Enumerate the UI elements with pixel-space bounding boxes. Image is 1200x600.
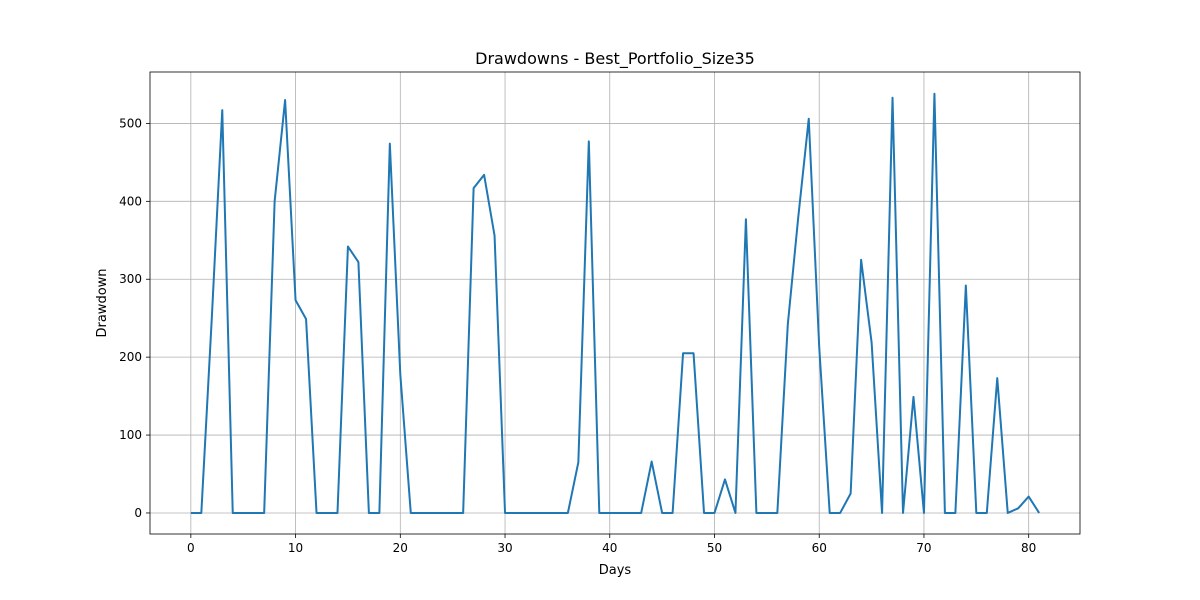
x-tick-label: 10	[288, 541, 303, 555]
x-tick-label: 50	[707, 541, 722, 555]
y-tick-label: 500	[119, 116, 142, 130]
y-axis-label: Drawdown	[95, 268, 110, 337]
x-tick-label: 80	[1021, 541, 1036, 555]
y-tick-label: 0	[134, 506, 142, 520]
drawdown-series-line	[190, 92, 1041, 514]
grid-lines	[150, 72, 1080, 534]
x-tick-label: 0	[187, 541, 195, 555]
chart-title: Drawdowns - Best_Portfolio_Size35	[475, 49, 755, 69]
y-tick-label: 100	[119, 428, 142, 442]
y-tick-label: 400	[119, 194, 142, 208]
x-axis-label: Days	[599, 563, 632, 578]
x-tick-label: 40	[602, 541, 617, 555]
x-tick-label: 60	[812, 541, 827, 555]
x-tick-label: 30	[497, 541, 512, 555]
y-tick-label: 200	[119, 350, 142, 364]
axis-ticks: 0 10 20 30 40 50 60 70 80 0 100 200 300 400 500	[119, 116, 1036, 555]
plot-frame	[149, 71, 1081, 535]
y-tick-label: 300	[119, 272, 142, 286]
series-line-group	[190, 92, 1041, 514]
x-tick-label: 70	[916, 541, 931, 555]
x-tick-label: 20	[393, 541, 408, 555]
